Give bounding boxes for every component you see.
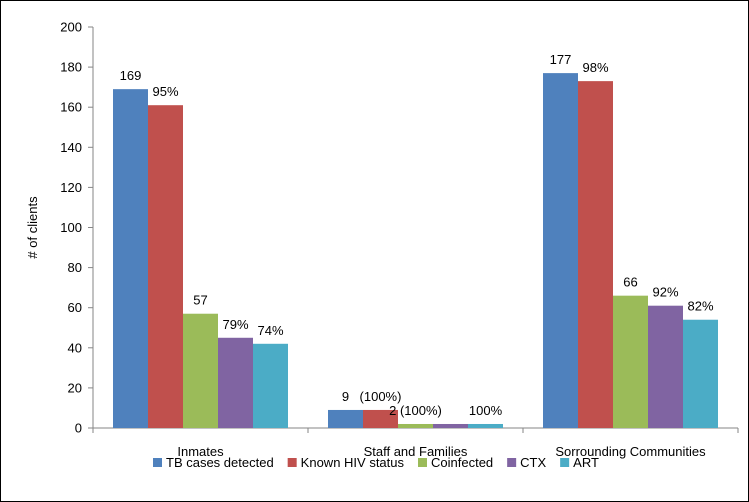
y-tick-label: 60 (68, 300, 82, 315)
data-label: 9 (342, 389, 349, 404)
y-tick-label: 80 (68, 260, 82, 275)
bar-known-hiv-status (578, 81, 613, 428)
bar-tb-cases-detected (328, 410, 363, 428)
y-tick-label: 140 (60, 140, 82, 155)
data-label: 169 (120, 68, 142, 83)
bars (113, 73, 718, 428)
y-tick-label: 100 (60, 220, 82, 235)
y-tick-label: 40 (68, 340, 82, 355)
bar-art (683, 320, 718, 428)
legend-swatch (507, 458, 516, 467)
bar-coinfected (613, 296, 648, 428)
data-label: 100% (469, 403, 503, 418)
bar-coinfected (183, 314, 218, 428)
y-tick-label: 160 (60, 100, 82, 115)
legend-item-label: Coinfected (431, 455, 493, 470)
bar-tb-cases-detected (113, 89, 148, 428)
data-label: 74% (257, 323, 283, 338)
bar-coinfected (398, 424, 433, 428)
bar-ctx (433, 424, 468, 428)
legend-swatch (418, 458, 427, 467)
data-label: 66 (623, 275, 637, 290)
legend: TB cases detected Known HIV status Coinfec… (153, 455, 599, 470)
legend-swatch (288, 458, 297, 467)
data-label: (100%) (360, 389, 402, 404)
bar-art (468, 424, 503, 428)
legend-swatch (153, 458, 162, 467)
bar-tb-cases-detected (543, 73, 578, 428)
data-label: 2 (100%) (389, 403, 442, 418)
y-tick-label: 0 (75, 421, 82, 436)
legend-item-label: Known HIV status (301, 455, 405, 470)
y-tick-label: 200 (60, 20, 82, 35)
bar-ctx (218, 338, 253, 428)
legend-swatch (560, 458, 569, 467)
bar-ctx (648, 306, 683, 428)
bar-known-hiv-status (148, 105, 183, 428)
data-label: 57 (193, 293, 207, 308)
legend-item-label: TB cases detected (166, 455, 274, 470)
y-axis-label: # of clients (25, 196, 40, 259)
legend-item-label: CTX (520, 455, 546, 470)
bar-art (253, 344, 288, 428)
data-label: 177 (550, 52, 572, 67)
y-tick-label: 180 (60, 60, 82, 75)
data-label: 79% (222, 317, 248, 332)
y-tick-label: 120 (60, 180, 82, 195)
y-tick-label: 20 (68, 380, 82, 395)
data-label: 82% (687, 299, 713, 314)
data-label: 98% (582, 60, 608, 75)
legend-item-label: ART (573, 455, 599, 470)
data-label: 95% (152, 84, 178, 99)
data-label: 92% (652, 285, 678, 300)
